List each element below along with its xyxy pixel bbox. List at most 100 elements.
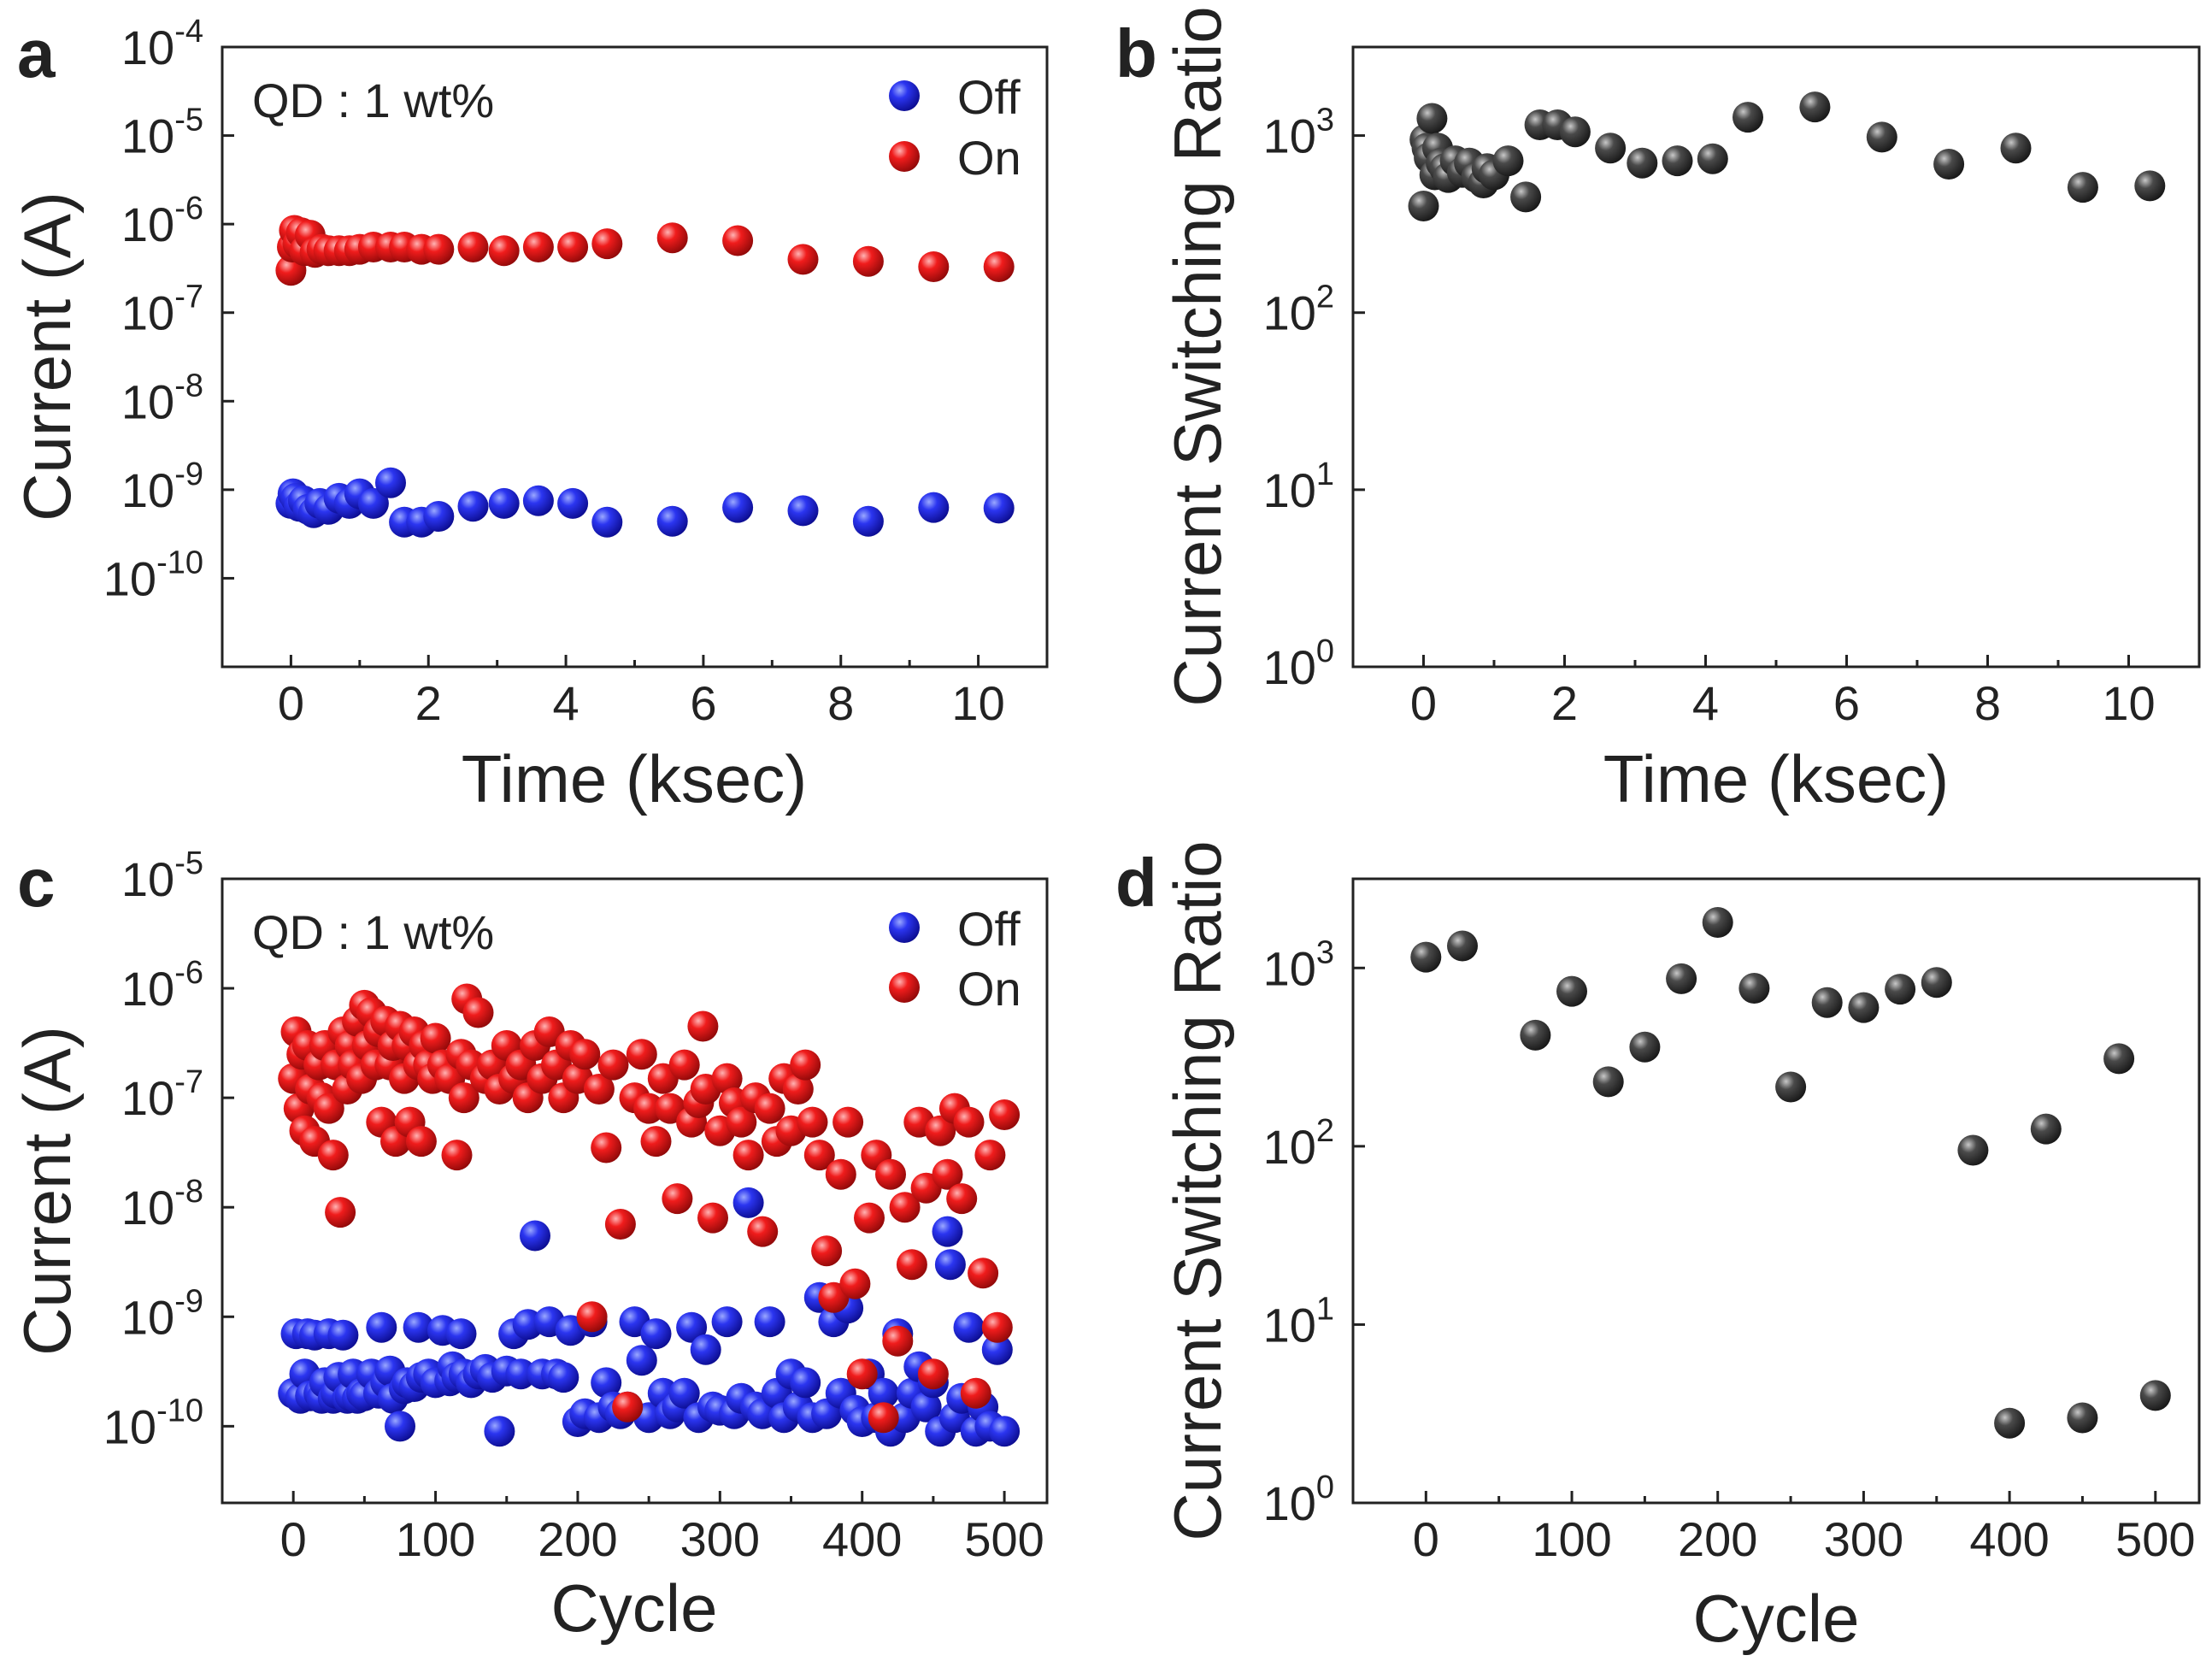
data-point-on xyxy=(662,1183,693,1215)
panel-a-chart: 0 2 4 6 8 10 10-10 10-9 10-8 10-7 10-6 10-5 10-4 QD … xyxy=(9,14,1049,816)
x-tick-label: 8 xyxy=(1974,676,2001,730)
x-tick-label: 10 xyxy=(951,676,1004,730)
data-point-off xyxy=(732,1187,764,1218)
y-tick-label: 10-6 xyxy=(121,191,203,251)
data-point-on xyxy=(711,1063,743,1094)
annotation: QD : 1 wt% xyxy=(252,74,494,127)
data-point-on xyxy=(852,245,884,277)
data-point-ratio xyxy=(2000,133,2032,164)
legend-off-marker xyxy=(889,912,920,943)
x-tick-label: 0 xyxy=(1410,676,1437,730)
panel-letter-c: c xyxy=(17,845,56,921)
y-tick-label: 10-5 xyxy=(121,103,203,163)
y-tick-label: 103 xyxy=(1263,103,1334,163)
data-point-ratio xyxy=(1510,181,1542,213)
data-point-on xyxy=(839,1268,871,1299)
legend-on-marker xyxy=(889,141,920,172)
data-point-on xyxy=(960,1377,991,1409)
legend: Off On xyxy=(889,902,1021,1016)
legend-on-label: On xyxy=(957,962,1021,1016)
plot-frame xyxy=(221,877,1049,1505)
y-axis-title: Current Switching Ratio xyxy=(1160,6,1235,706)
data-point-on xyxy=(797,1106,828,1138)
data-point-off xyxy=(640,1318,672,1350)
data-point-ratio xyxy=(2134,170,2166,202)
data-point-off xyxy=(375,467,406,498)
x-tick-label: 0 xyxy=(280,1512,307,1566)
data-point-on xyxy=(633,1093,665,1124)
data-point-ratio xyxy=(1627,147,1658,179)
data-point-on xyxy=(591,1132,622,1163)
x-tick-label: 0 xyxy=(278,676,304,730)
data-point-off xyxy=(520,1220,550,1252)
data-point-ratio xyxy=(1738,973,1770,1004)
data-point-on xyxy=(576,1301,608,1333)
x-tick-label: 2 xyxy=(415,676,442,730)
data-point-on xyxy=(583,1074,615,1105)
annotation: QD : 1 wt% xyxy=(252,905,494,959)
data-point-on xyxy=(968,1258,999,1289)
data-point-ratio xyxy=(1666,963,1697,994)
data-point-on xyxy=(875,1158,906,1190)
data-point-ratio xyxy=(1994,1407,2026,1439)
data-point-ratio xyxy=(1629,1031,1661,1063)
legend-off-label: Off xyxy=(957,70,1021,124)
data-point-off xyxy=(522,485,554,516)
legend: Off On xyxy=(889,70,1021,185)
x-axis-title: Cycle xyxy=(550,1570,717,1646)
data-point-on xyxy=(405,1126,437,1158)
data-point-on xyxy=(846,1358,878,1390)
data-point-off xyxy=(668,1377,700,1409)
x-tick-label: 4 xyxy=(553,676,579,730)
marks-group xyxy=(1410,907,2171,1439)
data-point-on xyxy=(747,1216,779,1247)
legend-on-marker xyxy=(889,972,920,1003)
data-point-on xyxy=(981,1311,1013,1343)
data-point-on xyxy=(782,1074,814,1105)
data-point-off xyxy=(983,492,1015,524)
x-tick-label: 400 xyxy=(822,1512,902,1566)
data-point-off xyxy=(327,1319,359,1351)
x-tick-label: 2 xyxy=(1551,676,1578,730)
y-tick-label: 10-10 xyxy=(103,1393,203,1453)
data-point-on xyxy=(488,235,520,267)
data-point-on xyxy=(448,1082,479,1114)
data-point-off xyxy=(423,501,455,532)
data-point-on xyxy=(626,1039,657,1070)
panel-d-chart: 0 100 200 300 400 500 100 101 102 103 Cycle Curre… xyxy=(1160,840,2201,1656)
panel-c-chart: 0 100 200 300 400 500 10-10 10-9 10-8 10-7 10-6 10-… xyxy=(9,845,1049,1646)
data-point-off xyxy=(790,1367,821,1399)
data-point-ratio xyxy=(1559,116,1591,148)
data-point-on xyxy=(726,1106,757,1138)
data-point-on xyxy=(811,1235,843,1267)
data-point-on xyxy=(974,1140,1006,1171)
data-point-ratio xyxy=(1697,143,1728,174)
marks-group xyxy=(275,215,1015,538)
data-point-ratio xyxy=(1416,103,1448,134)
data-point-on xyxy=(946,1183,978,1215)
legend-off-label: Off xyxy=(957,902,1021,956)
data-point-off xyxy=(505,1358,537,1390)
data-point-off xyxy=(868,1377,899,1409)
data-point-off xyxy=(488,487,520,519)
panel-letter-d: d xyxy=(1115,845,1157,921)
data-point-on xyxy=(313,1093,344,1124)
y-tick-label: 102 xyxy=(1263,280,1334,340)
data-point-ratio xyxy=(1775,1071,1807,1103)
x-tick-label: 400 xyxy=(1969,1512,2049,1566)
data-point-on xyxy=(317,1140,349,1171)
data-point-ratio xyxy=(1866,121,1897,153)
x-axis-title: Cycle xyxy=(1692,1581,1859,1656)
y-tick-label: 10-10 xyxy=(103,545,203,605)
data-point-on xyxy=(832,1106,864,1138)
x-tick-label: 100 xyxy=(396,1512,475,1566)
data-point-off xyxy=(626,1345,657,1376)
data-point-on xyxy=(889,1192,921,1223)
plot-frame xyxy=(221,45,1049,669)
data-point-ratio xyxy=(1811,987,1843,1018)
data-point-off xyxy=(385,1411,415,1442)
data-point-off xyxy=(754,1306,785,1338)
data-point-ratio xyxy=(1885,974,1916,1005)
data-point-on xyxy=(697,1202,728,1234)
